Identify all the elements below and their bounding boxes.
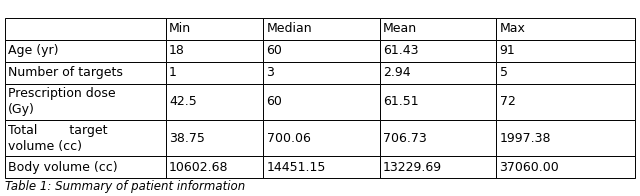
Bar <box>380 84 497 120</box>
Text: 5: 5 <box>500 66 508 79</box>
Bar <box>166 156 263 178</box>
Text: 10602.68: 10602.68 <box>169 161 228 174</box>
Bar <box>166 40 263 62</box>
Text: 13229.69: 13229.69 <box>383 161 442 174</box>
Text: 2.94: 2.94 <box>383 66 411 79</box>
Text: 42.5: 42.5 <box>169 95 196 108</box>
Text: 18: 18 <box>169 44 185 57</box>
Bar <box>263 62 380 84</box>
Bar <box>497 18 635 40</box>
Bar <box>166 62 263 84</box>
Text: Age (yr): Age (yr) <box>8 44 59 57</box>
Bar <box>5 120 166 156</box>
Bar <box>263 18 380 40</box>
Text: Max: Max <box>500 22 525 35</box>
Text: 1997.38: 1997.38 <box>500 132 551 145</box>
Bar <box>497 84 635 120</box>
Text: Table 1: Summary of patient information: Table 1: Summary of patient information <box>5 180 245 193</box>
Text: 72: 72 <box>500 95 515 108</box>
Bar <box>263 40 380 62</box>
Text: 38.75: 38.75 <box>169 132 205 145</box>
Text: 60: 60 <box>266 95 282 108</box>
Text: 1: 1 <box>169 66 177 79</box>
Text: 700.06: 700.06 <box>266 132 310 145</box>
Bar <box>263 156 380 178</box>
Bar <box>263 120 380 156</box>
Bar <box>263 84 380 120</box>
Bar <box>380 120 497 156</box>
Text: 706.73: 706.73 <box>383 132 427 145</box>
Bar <box>380 18 497 40</box>
Text: 60: 60 <box>266 44 282 57</box>
Text: Min: Min <box>169 22 191 35</box>
Text: 3: 3 <box>266 66 275 79</box>
Text: 61.43: 61.43 <box>383 44 419 57</box>
Bar <box>5 156 166 178</box>
Bar <box>5 84 166 120</box>
Text: Mean: Mean <box>383 22 417 35</box>
Bar <box>497 62 635 84</box>
Bar <box>380 62 497 84</box>
Text: Total        target
volume (cc): Total target volume (cc) <box>8 124 108 153</box>
Text: 14451.15: 14451.15 <box>266 161 326 174</box>
Bar <box>497 120 635 156</box>
Bar <box>166 84 263 120</box>
Text: Number of targets: Number of targets <box>8 66 123 79</box>
Text: Median: Median <box>266 22 312 35</box>
Bar <box>5 18 166 40</box>
Bar <box>497 156 635 178</box>
Bar <box>497 40 635 62</box>
Bar <box>380 40 497 62</box>
Bar <box>166 18 263 40</box>
Bar <box>5 62 166 84</box>
Text: 37060.00: 37060.00 <box>500 161 559 174</box>
Bar <box>5 40 166 62</box>
Text: Body volume (cc): Body volume (cc) <box>8 161 118 174</box>
Text: 91: 91 <box>500 44 515 57</box>
Text: 61.51: 61.51 <box>383 95 419 108</box>
Text: Prescription dose
(Gy): Prescription dose (Gy) <box>8 87 116 116</box>
Bar <box>166 120 263 156</box>
Bar <box>380 156 497 178</box>
